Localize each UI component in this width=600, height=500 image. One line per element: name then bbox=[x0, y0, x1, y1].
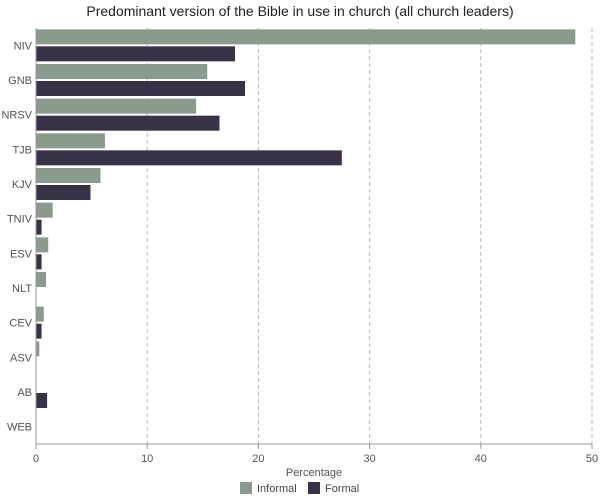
y-category-label: AB bbox=[17, 387, 32, 399]
legend-swatch-informal bbox=[240, 482, 252, 494]
x-tick-label: 50 bbox=[586, 453, 598, 465]
y-axis: NIV GNB NRSV TJB KJV TNIV ESV NLT CEV ASV AB WEB bbox=[1, 28, 37, 444]
chart-title: Predominant version of the Bible in use … bbox=[86, 3, 513, 19]
y-category-label: TJB bbox=[12, 144, 32, 156]
x-tick-label: 10 bbox=[141, 453, 153, 465]
bar-informal-esv bbox=[36, 237, 49, 253]
y-category-label: ASV bbox=[10, 352, 33, 364]
bar-formal-niv bbox=[36, 46, 236, 62]
y-category-label: NIV bbox=[14, 40, 33, 52]
x-tick-label: 0 bbox=[33, 453, 39, 465]
bar-formal-nrsv bbox=[36, 115, 220, 131]
legend-label-formal: Formal bbox=[325, 483, 359, 495]
bar-formal-kjv bbox=[36, 185, 91, 200]
x-tick-label: 30 bbox=[363, 453, 375, 465]
bar-informal-nlt bbox=[36, 272, 47, 287]
legend: Informal Formal bbox=[240, 482, 359, 495]
bar-informal-gnb bbox=[36, 64, 208, 79]
y-category-label: WEB bbox=[7, 422, 32, 434]
legend-label-informal: Informal bbox=[257, 483, 297, 495]
y-category-label: TNIV bbox=[7, 214, 33, 226]
y-category-label: GNB bbox=[8, 75, 32, 87]
y-category-label: NLT bbox=[12, 283, 32, 295]
bar-informal-niv bbox=[36, 29, 576, 45]
y-category-label: NRSV bbox=[1, 110, 32, 122]
bars bbox=[36, 29, 576, 408]
bar-informal-nrsv bbox=[36, 98, 197, 114]
bar-informal-kjv bbox=[36, 168, 101, 183]
bar-formal-cev bbox=[36, 323, 42, 339]
bar-informal-cev bbox=[36, 306, 44, 322]
bar-formal-esv bbox=[36, 254, 42, 270]
x-axis: 0 10 20 30 40 50 bbox=[33, 443, 598, 465]
bar-informal-tniv bbox=[36, 202, 53, 218]
bar-formal-gnb bbox=[36, 81, 246, 96]
legend-swatch-formal bbox=[308, 482, 320, 494]
bar-formal-ab bbox=[36, 393, 48, 408]
grid-lines bbox=[146, 28, 593, 444]
x-tick-label: 40 bbox=[475, 453, 487, 465]
bar-informal-tjb bbox=[36, 133, 105, 149]
bar-informal-asv bbox=[36, 341, 40, 357]
bar-formal-tjb bbox=[36, 150, 342, 166]
y-category-label: CEV bbox=[9, 318, 32, 330]
x-tick-label: 20 bbox=[252, 453, 264, 465]
bar-formal-tniv bbox=[36, 219, 42, 235]
x-axis-title: Percentage bbox=[286, 467, 342, 479]
y-category-label: ESV bbox=[10, 248, 33, 260]
y-category-label: KJV bbox=[12, 179, 33, 191]
